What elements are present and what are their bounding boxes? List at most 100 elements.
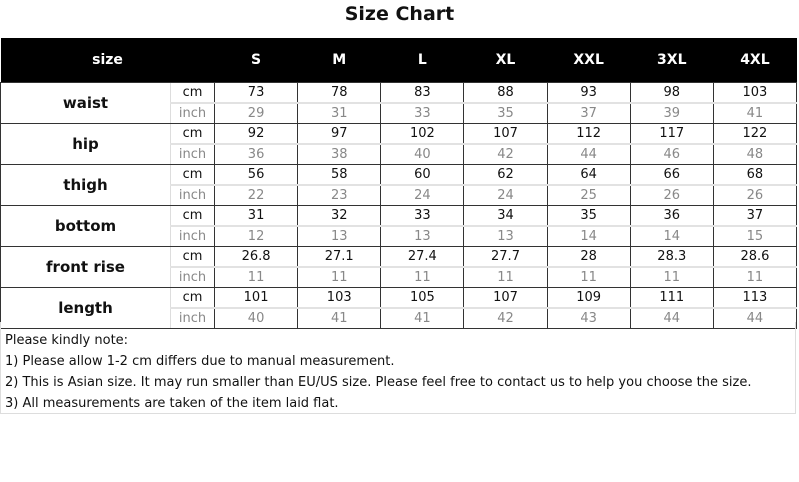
value-cell: 97 [297,123,382,145]
size-table: size S M L XL XXL 3XL 4XL waist cm 73 78 83 88 93 98 1… [0,38,798,329]
value-cell: 62 [463,164,548,186]
value-cell: 68 [712,164,798,186]
value-cell: 40 [213,308,299,329]
table-row: inch 40 41 41 42 43 44 44 [1,308,798,329]
value-cell: 39 [629,103,714,124]
value-cell: 13 [297,226,382,247]
value-cell: 60 [380,164,465,186]
table-row: length cm 101 103 105 107 109 111 113 [0,287,798,329]
value-cell: 111 [629,287,714,309]
value-cell: 73 [213,82,299,104]
value-cell: 13 [463,226,548,247]
value-cell: 26 [712,185,798,206]
value-cell: 107 [463,123,548,145]
value-cell: 25 [546,185,631,206]
value-cell: 43 [546,308,631,329]
table-row: waist cm 73 78 83 88 93 98 103 [0,82,798,124]
value-cell: 93 [546,82,631,104]
table-row: inch 11 11 11 11 11 11 11 [1,267,798,288]
header-row: size S M L XL XXL 3XL 4XL [0,38,797,83]
value-cell: 40 [380,144,465,165]
header-size-m: M [297,38,381,83]
value-cell: 88 [463,82,548,104]
unit-label: inch [170,144,215,165]
value-cell: 78 [297,82,382,104]
value-cell: 33 [380,103,465,124]
value-cell: 83 [380,82,465,104]
header-size-xxl: XXL [547,38,631,83]
header-size-3xl: 3XL [630,38,714,83]
value-cell: 28.6 [712,246,798,268]
unit-label: inch [170,103,215,124]
unit-label: cm [170,246,215,268]
value-cell: 103 [712,82,798,104]
value-cell: 35 [546,205,631,227]
header-size-s: S [214,38,298,83]
value-cell: 38 [297,144,382,165]
unit-label: cm [170,82,215,104]
value-cell: 98 [629,82,714,104]
value-cell: 24 [380,185,465,206]
value-cell: 31 [213,205,299,227]
value-cell: 32 [297,205,382,227]
value-cell: 35 [463,103,548,124]
value-cell: 11 [712,267,798,288]
header-size-4xl: 4XL [713,38,797,83]
note-line: 2) This is Asian size. It may run smalle… [5,375,752,390]
measurement-label: front rise [0,246,171,288]
value-cell: 36 [629,205,714,227]
measurement-label: waist [0,82,171,124]
unit-label: cm [170,123,215,145]
value-cell: 22 [213,185,299,206]
value-cell: 31 [297,103,382,124]
unit-label: inch [170,308,215,329]
note-line: 3) All measurements are taken of the ite… [5,396,339,411]
note-line: Please kindly note: [5,333,129,348]
table-row: hip cm 92 97 102 107 112 117 122 [0,123,798,165]
value-cell: 13 [380,226,465,247]
unit-label: cm [170,164,215,186]
value-cell: 122 [712,123,798,145]
value-cell: 44 [712,308,798,329]
value-cell: 109 [546,287,631,309]
page-title: Size Chart [344,3,455,25]
value-cell: 41 [712,103,798,124]
value-cell: 14 [546,226,631,247]
value-cell: 28.3 [629,246,714,268]
value-cell: 56 [213,164,299,186]
value-cell: 107 [463,287,548,309]
value-cell: 11 [546,267,631,288]
value-cell: 117 [629,123,714,145]
value-cell: 112 [546,123,631,145]
measurement-label: length [0,287,171,329]
table-row: thigh cm 56 58 60 62 64 66 68 [0,164,798,206]
value-cell: 14 [629,226,714,247]
header-size-l: L [380,38,464,83]
value-cell: 34 [463,205,548,227]
value-cell: 11 [297,267,382,288]
value-cell: 15 [712,226,798,247]
value-cell: 42 [463,308,548,329]
value-cell: 64 [546,164,631,186]
measurement-label: hip [0,123,171,165]
note-line: 1) Please allow 1-2 cm differs due to ma… [5,354,395,369]
value-cell: 92 [213,123,299,145]
value-cell: 101 [213,287,299,309]
value-cell: 26.8 [213,246,299,268]
value-cell: 27.4 [380,246,465,268]
value-cell: 33 [380,205,465,227]
unit-label: inch [170,226,215,247]
value-cell: 105 [380,287,465,309]
value-cell: 11 [213,267,299,288]
unit-label: cm [170,287,215,309]
value-cell: 29 [213,103,299,124]
measurement-label: thigh [0,164,171,206]
unit-label: cm [170,205,215,227]
value-cell: 42 [463,144,548,165]
value-cell: 26 [629,185,714,206]
value-cell: 102 [380,123,465,145]
value-cell: 46 [629,144,714,165]
value-cell: 12 [213,226,299,247]
value-cell: 23 [297,185,382,206]
unit-label: inch [170,185,215,206]
